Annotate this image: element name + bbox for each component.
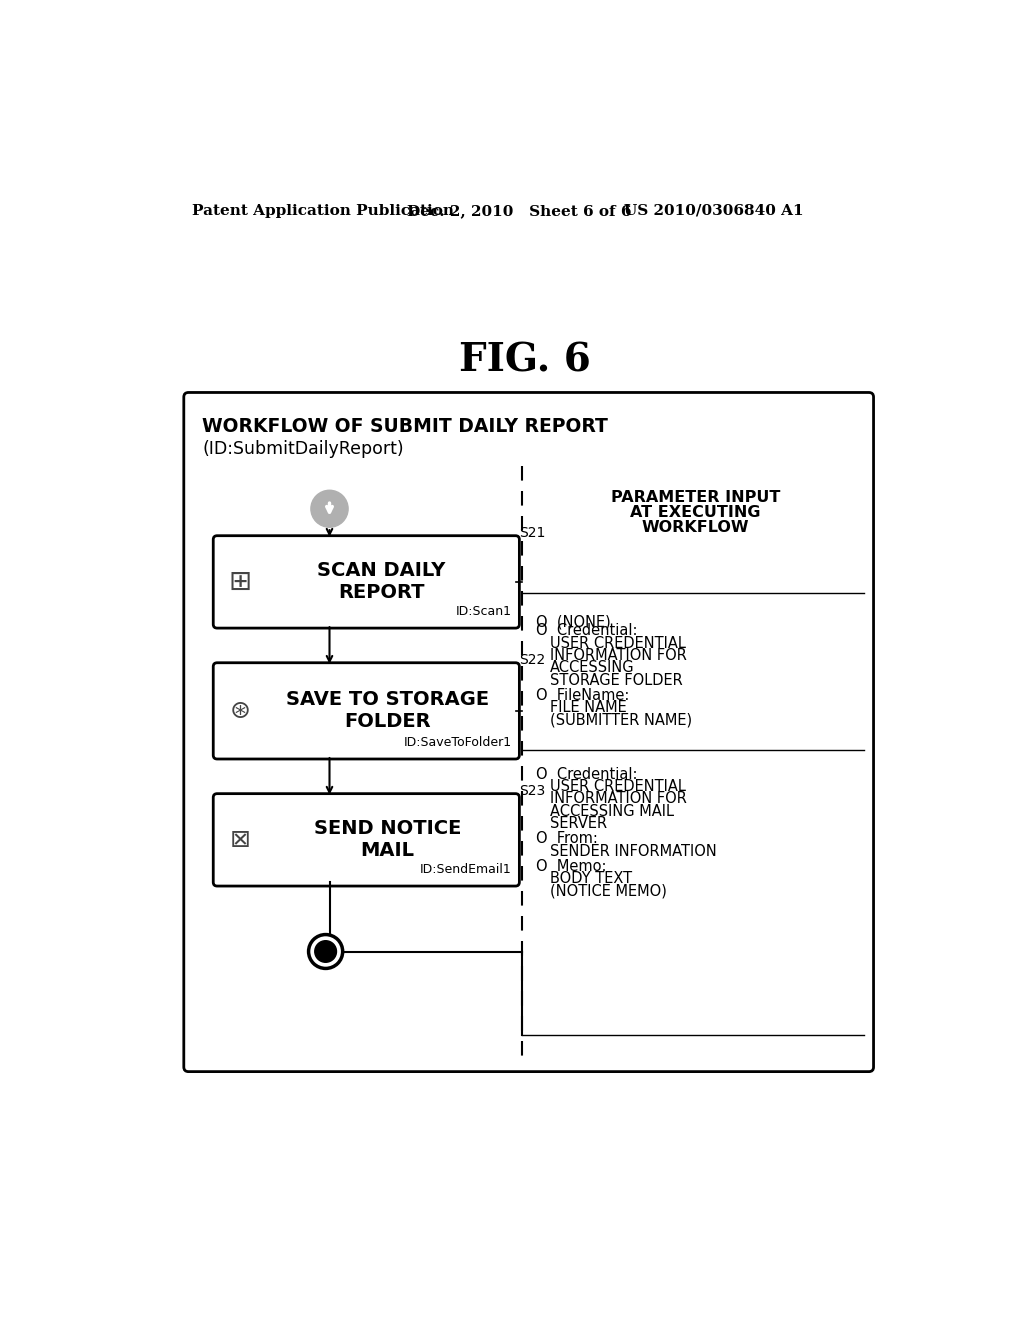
Text: O  Memo:: O Memo: bbox=[536, 859, 606, 874]
FancyBboxPatch shape bbox=[213, 793, 519, 886]
FancyBboxPatch shape bbox=[183, 392, 873, 1072]
Text: O  Credential:: O Credential: bbox=[536, 767, 637, 781]
Text: S21: S21 bbox=[519, 527, 546, 540]
Text: FIG. 6: FIG. 6 bbox=[459, 341, 591, 379]
Text: PARAMETER INPUT: PARAMETER INPUT bbox=[610, 490, 780, 504]
Text: (ID:SubmitDailyReport): (ID:SubmitDailyReport) bbox=[203, 441, 404, 458]
Text: SCAN DAILY
REPORT: SCAN DAILY REPORT bbox=[317, 561, 445, 602]
Text: ACCESSING: ACCESSING bbox=[550, 660, 634, 676]
Text: SENDER INFORMATION: SENDER INFORMATION bbox=[550, 843, 717, 859]
Text: (SUBMITTER NAME): (SUBMITTER NAME) bbox=[550, 713, 692, 727]
Text: O  FileName:: O FileName: bbox=[536, 688, 629, 704]
Text: SAVE TO STORAGE
FOLDER: SAVE TO STORAGE FOLDER bbox=[286, 690, 488, 731]
Text: WORKFLOW OF SUBMIT DAILY REPORT: WORKFLOW OF SUBMIT DAILY REPORT bbox=[203, 417, 608, 436]
FancyBboxPatch shape bbox=[213, 536, 519, 628]
Text: BODY TEXT: BODY TEXT bbox=[550, 871, 632, 887]
Text: S23: S23 bbox=[519, 784, 546, 799]
Text: FILE NAME: FILE NAME bbox=[550, 701, 627, 715]
Text: (NOTICE MEMO): (NOTICE MEMO) bbox=[550, 884, 667, 899]
Text: Patent Application Publication: Patent Application Publication bbox=[191, 203, 454, 218]
Text: INFORMATION FOR: INFORMATION FOR bbox=[550, 648, 686, 663]
Text: INFORMATION FOR: INFORMATION FOR bbox=[550, 792, 686, 807]
Text: S22: S22 bbox=[519, 653, 546, 668]
Text: ID:SaveToFolder1: ID:SaveToFolder1 bbox=[403, 737, 512, 748]
Text: USER CREDENTIAL: USER CREDENTIAL bbox=[550, 636, 685, 651]
Text: O  (NONE): O (NONE) bbox=[536, 614, 610, 630]
Text: SEND NOTICE
MAIL: SEND NOTICE MAIL bbox=[313, 820, 461, 861]
Text: Dec. 2, 2010   Sheet 6 of 6: Dec. 2, 2010 Sheet 6 of 6 bbox=[407, 203, 632, 218]
Text: ⊛: ⊛ bbox=[229, 698, 251, 723]
Text: ACCESSING MAIL: ACCESSING MAIL bbox=[550, 804, 674, 818]
Text: O  Credential:: O Credential: bbox=[536, 623, 637, 639]
Text: STORAGE FOLDER: STORAGE FOLDER bbox=[550, 673, 682, 688]
Circle shape bbox=[311, 490, 348, 527]
Text: AT EXECUTING: AT EXECUTING bbox=[630, 506, 761, 520]
Text: SERVER: SERVER bbox=[550, 816, 607, 832]
FancyBboxPatch shape bbox=[213, 663, 519, 759]
Text: USER CREDENTIAL: USER CREDENTIAL bbox=[550, 779, 685, 795]
Text: WORKFLOW: WORKFLOW bbox=[642, 520, 749, 536]
Text: ⊞: ⊞ bbox=[228, 568, 252, 595]
Text: US 2010/0306840 A1: US 2010/0306840 A1 bbox=[624, 203, 804, 218]
Text: ID:Scan1: ID:Scan1 bbox=[456, 605, 512, 618]
Circle shape bbox=[314, 941, 337, 962]
Text: O  From:: O From: bbox=[536, 832, 598, 846]
Text: ID:SendEmail1: ID:SendEmail1 bbox=[420, 863, 512, 876]
Text: ⊠: ⊠ bbox=[229, 828, 251, 851]
